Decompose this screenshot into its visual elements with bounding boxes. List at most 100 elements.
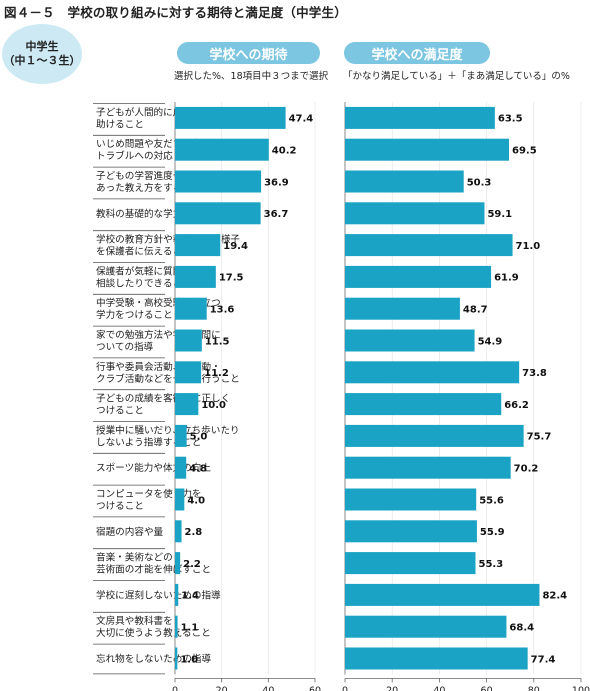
expectation-bar: [175, 202, 261, 225]
expectation-value-label: 1.1: [181, 623, 199, 634]
expectation-value-label: 1.4: [181, 591, 199, 602]
expectation-bar: [175, 615, 178, 638]
satisfaction-value-label: 70.2: [514, 464, 539, 475]
expectation-x-tick-label: 20: [216, 685, 228, 691]
expectation-bar: [175, 647, 178, 670]
satisfaction-bar: [345, 456, 511, 479]
satisfaction-value-label: 82.4: [542, 591, 567, 602]
satisfaction-value-label: 50.3: [467, 177, 492, 188]
satisfaction-x-tick-label: 80: [528, 685, 540, 691]
expectation-bar: [175, 520, 182, 543]
category-label: 音楽・美術などの芸術面の才能を伸ばすこと: [96, 552, 211, 576]
category-label: コンピュータを使う力をつけること: [96, 488, 202, 512]
expectation-bar: [175, 456, 187, 479]
satisfaction-value-label: 75.7: [527, 432, 552, 443]
expectation-bar: [175, 361, 202, 384]
category-label-line: 音楽・美術などの: [96, 552, 173, 564]
expectation-bar: [175, 170, 262, 193]
expectation-panel-title: 学校への期待: [177, 42, 320, 64]
satisfaction-value-label: 63.5: [498, 114, 523, 125]
expectation-value-label: 1.0: [180, 654, 198, 665]
category-label-line: 授業中に騒いだり、立ち歩いたり: [96, 424, 240, 436]
category-label: 授業中に騒いだり、立ち歩いたりしないよう指導すること: [96, 424, 240, 448]
expectation-x-tick-label: 40: [262, 685, 274, 691]
category-label-line: ついての指導: [96, 341, 154, 353]
expectation-x-tick-label: 0: [172, 685, 178, 691]
category-label: 宿題の内容や量: [96, 526, 164, 538]
expectation-value-label: 36.9: [264, 177, 289, 188]
expectation-value-label: 40.2: [272, 146, 297, 157]
category-label-line: 忘れ物をしないための指導: [96, 653, 212, 665]
expectation-value-label: 2.8: [185, 527, 203, 538]
satisfaction-bar: [345, 424, 524, 447]
expectation-bar: [175, 138, 269, 161]
category-label-line: クラブ活動などを十分に行うこと: [96, 373, 240, 385]
satisfaction-bar: [345, 583, 540, 606]
satisfaction-x-tick-label: 20: [386, 685, 398, 691]
category-label-line: 相談したりできること: [96, 277, 192, 289]
satisfaction-bar: [345, 552, 476, 575]
satisfaction-value-label: 73.8: [522, 368, 547, 379]
satisfaction-panel-title: 学校への満足度: [344, 42, 490, 64]
expectation-bar: [175, 297, 207, 320]
expectation-bar: [175, 583, 179, 606]
satisfaction-bar: [345, 393, 502, 416]
satisfaction-value-label: 55.6: [479, 495, 504, 506]
category-label-line: 家での勉強方法や学習時間に: [96, 329, 221, 341]
satisfaction-value-label: 71.0: [516, 241, 541, 252]
expectation-bar: [175, 393, 199, 416]
satisfaction-x-tick-label: 40: [433, 685, 445, 691]
expectation-value-label: 13.6: [210, 305, 235, 316]
satisfaction-value-label: 55.3: [479, 559, 504, 570]
expectation-value-label: 47.4: [289, 114, 314, 125]
expectation-value-label: 11.5: [205, 336, 230, 347]
expectation-bar: [175, 265, 216, 288]
satisfaction-value-label: 54.9: [478, 336, 503, 347]
satisfaction-x-tick-label: 60: [481, 685, 493, 691]
satisfaction-bar: [345, 615, 507, 638]
satisfaction-bar: [345, 361, 520, 384]
category-label-line: 宿題の内容や量: [96, 526, 164, 538]
category-label-line: 文房具や教科書を: [96, 615, 173, 627]
satisfaction-value-label: 69.5: [512, 146, 537, 157]
satisfaction-bar: [345, 297, 460, 320]
category-label-line: つけること: [96, 406, 144, 417]
expectation-bar: [175, 488, 185, 511]
grade-label-line1: 中学生: [25, 40, 59, 53]
grade-label-line2: （中１～３生）: [3, 54, 81, 67]
satisfaction-value-label: 59.1: [487, 209, 512, 220]
category-label: 学校に遅刻しないための指導: [96, 589, 221, 601]
category-label-line: コンピュータを使う力を: [96, 488, 202, 500]
satisfaction-bar: [345, 106, 495, 129]
satisfaction-x-tick-label: 0: [342, 685, 348, 691]
satisfaction-value-label: 68.4: [509, 623, 534, 634]
expectation-value-label: 5.0: [190, 432, 208, 443]
satisfaction-bar: [345, 138, 510, 161]
expectation-bar: [175, 552, 181, 575]
satisfaction-value-label: 61.9: [494, 273, 519, 284]
category-label-line: を保護者に伝えること: [96, 246, 192, 258]
satisfaction-bar: [345, 488, 477, 511]
expectation-value-label: 11.2: [204, 368, 229, 379]
expectation-value-label: 36.7: [264, 209, 289, 220]
satisfaction-panel-note: 「かなり満足している」＋「まあ満足している」の%: [343, 71, 570, 82]
satisfaction-bar: [345, 647, 528, 670]
expectation-bar: [175, 234, 221, 257]
category-label-line: 行事や委員会活動、部活動・: [96, 361, 221, 373]
expectation-panel-note: 選択した%、18項目中３つまで選択: [174, 71, 329, 82]
category-label-line: トラブルへの対応: [96, 150, 173, 162]
satisfaction-bar: [345, 520, 477, 543]
satisfaction-bar: [345, 170, 464, 193]
category-label-line: 芸術面の才能を伸ばすこと: [96, 564, 211, 576]
expectation-bar: [175, 106, 286, 129]
satisfaction-x-tick-label: 100: [572, 685, 590, 691]
expectation-x-tick-label: 60: [309, 685, 321, 691]
expectation-value-label: 2.2: [183, 559, 201, 570]
expectation-value-label: 4.0: [187, 495, 205, 506]
category-label: 文房具や教科書を大切に使うよう教えること: [96, 615, 211, 639]
expectation-value-label: 19.4: [223, 241, 248, 252]
category-label: 家での勉強方法や学習時間についての指導: [96, 329, 221, 353]
figure-title: 図４－５ 学校の取り組みに対する期待と満足度（中学生）: [4, 5, 347, 20]
category-label-line: 学校に遅刻しないための指導: [96, 589, 221, 601]
